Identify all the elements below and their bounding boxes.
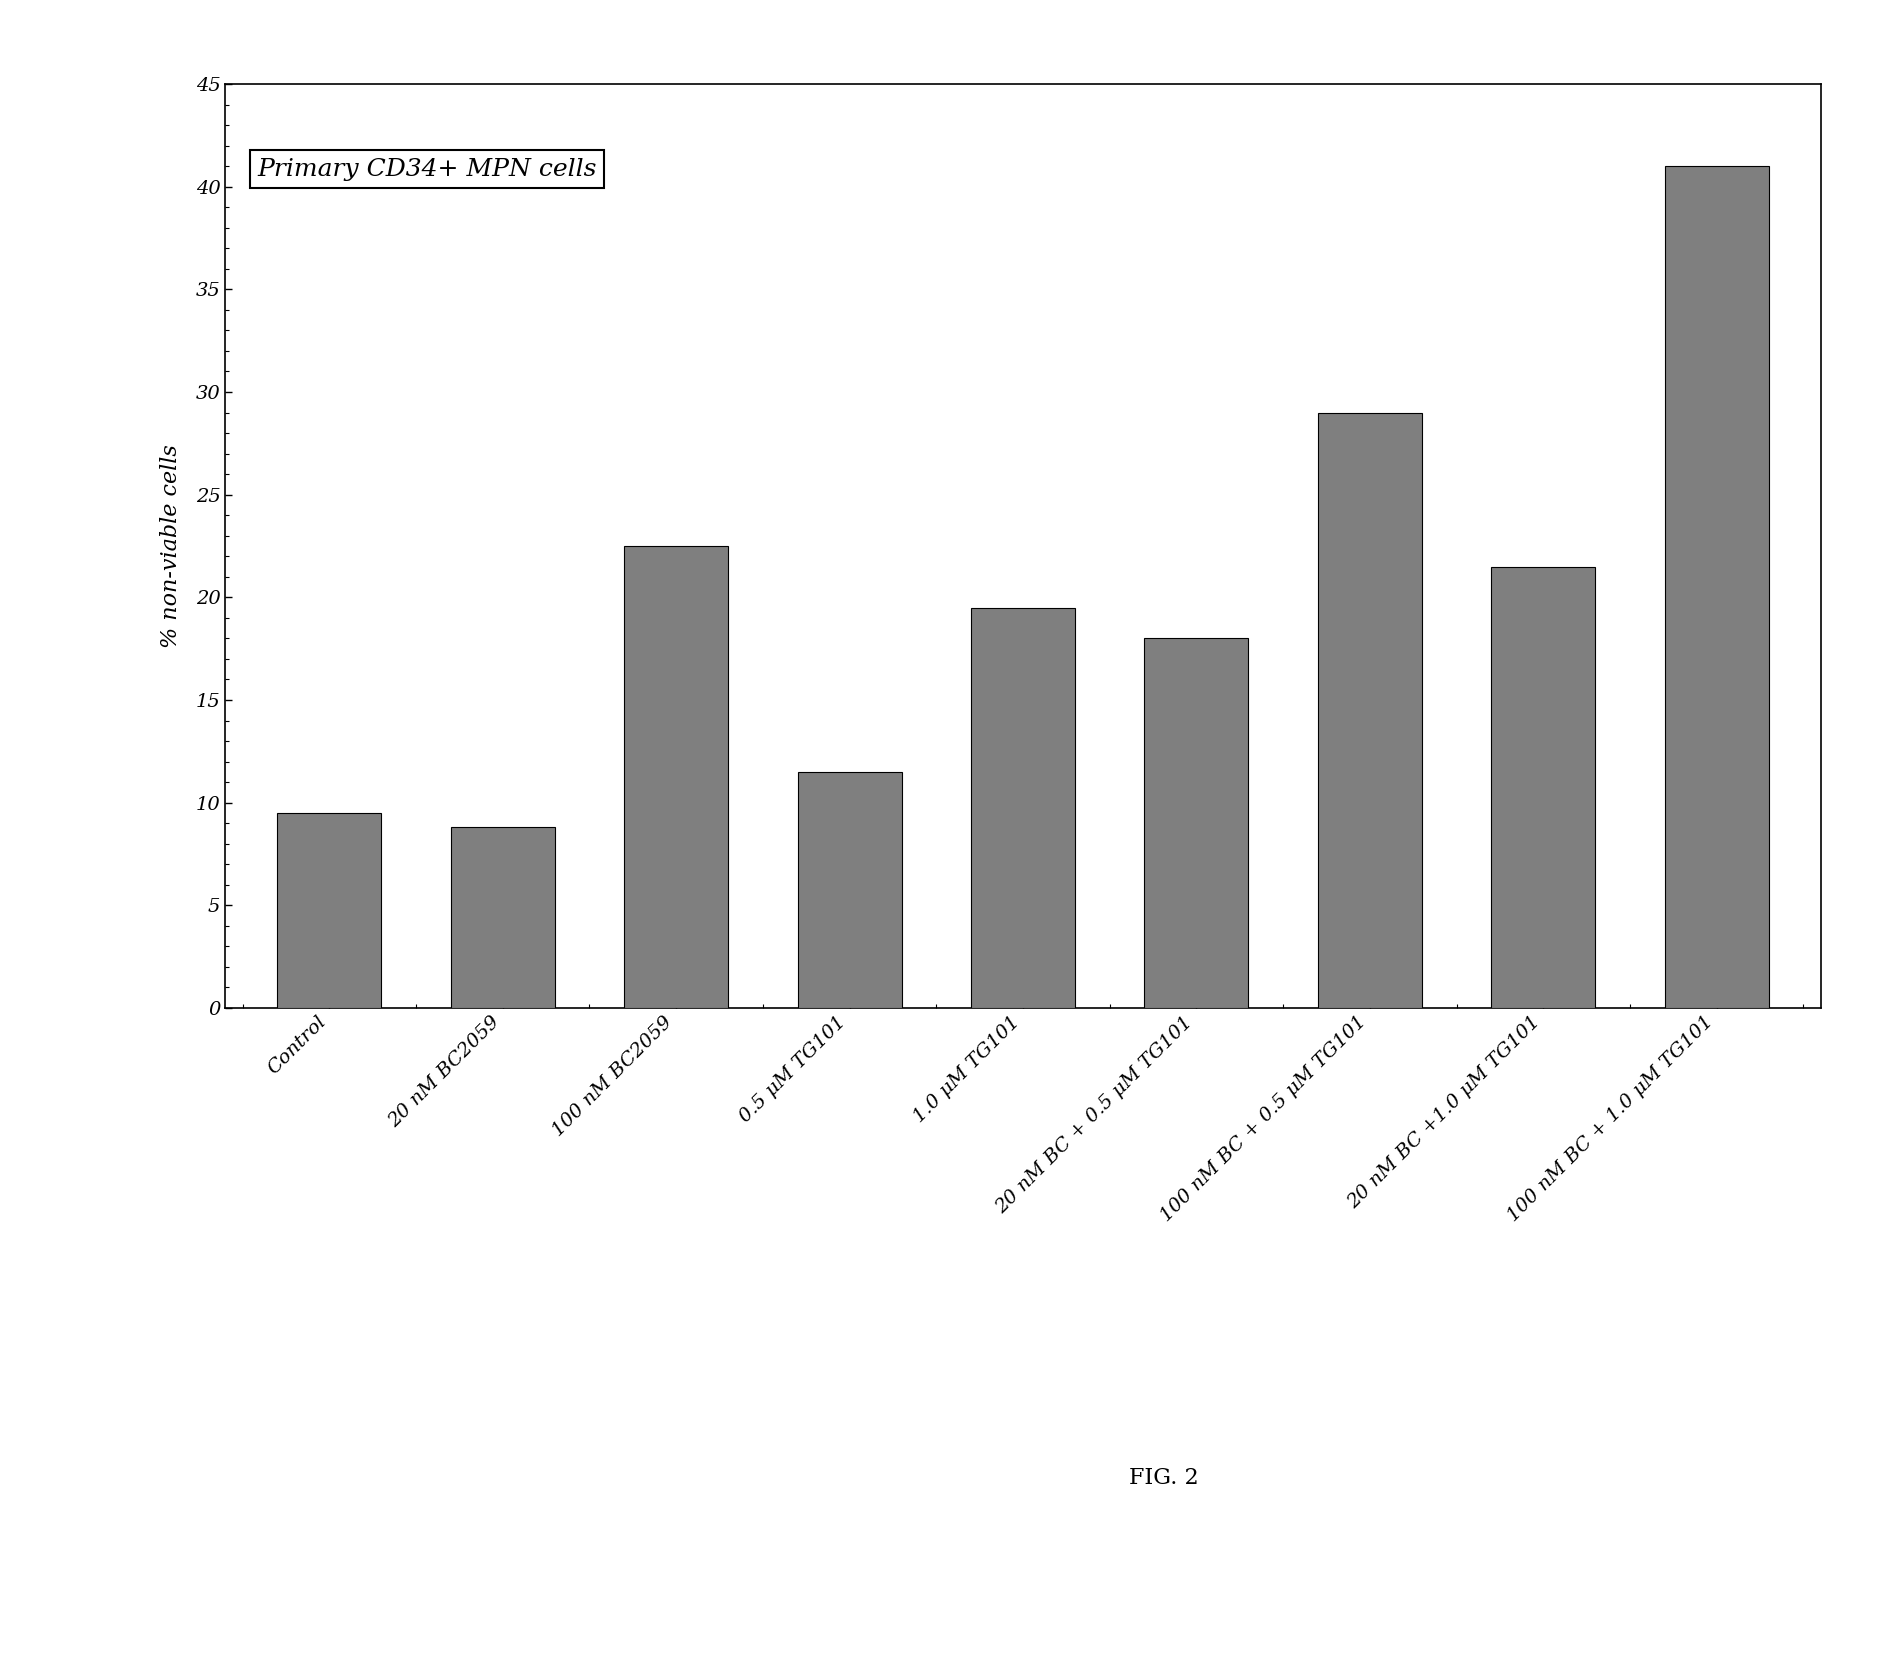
Bar xyxy=(970,608,1076,1008)
Y-axis label: % non-viable cells: % non-viable cells xyxy=(160,444,182,648)
Bar xyxy=(1665,166,1768,1008)
Text: FIG. 2: FIG. 2 xyxy=(1128,1467,1199,1490)
Text: Primary CD34+ MPN cells: Primary CD34+ MPN cells xyxy=(257,158,597,181)
Bar xyxy=(1318,413,1423,1008)
Bar xyxy=(1490,566,1595,1008)
Bar xyxy=(623,546,728,1008)
Bar xyxy=(1145,638,1248,1008)
Bar xyxy=(450,827,556,1008)
Bar xyxy=(278,813,381,1008)
Bar xyxy=(798,771,901,1008)
